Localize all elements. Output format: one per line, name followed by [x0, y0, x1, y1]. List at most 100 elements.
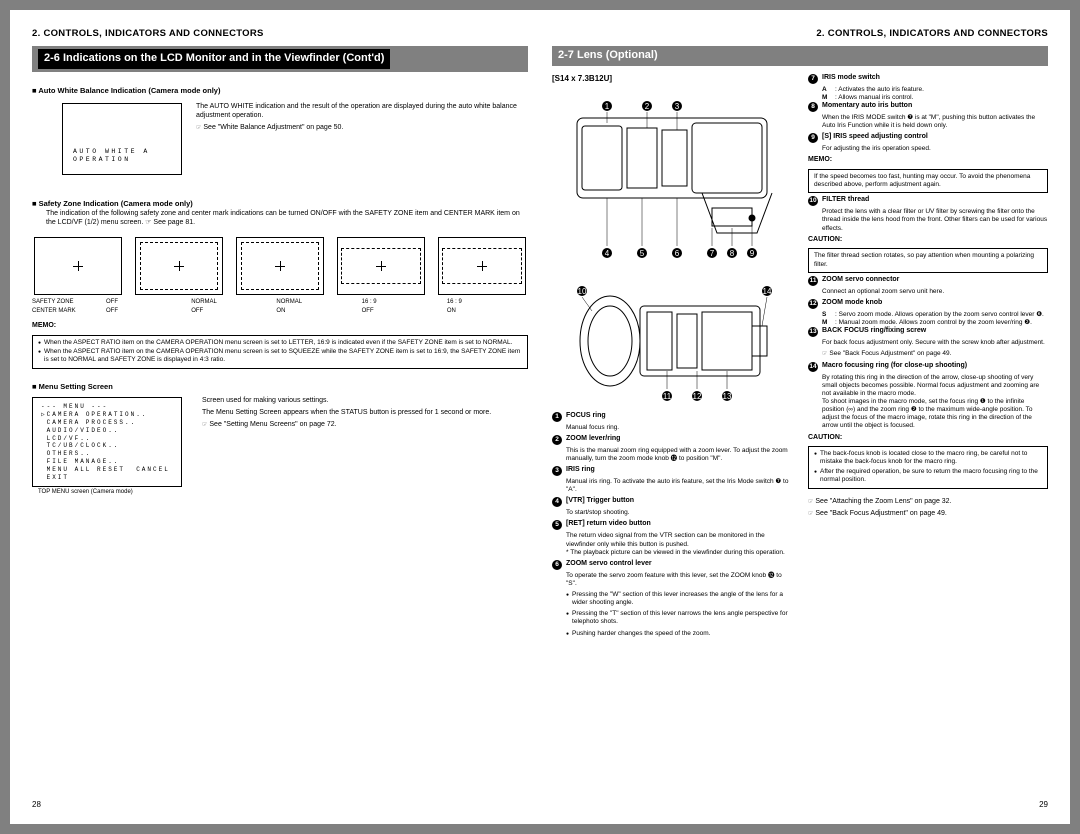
- memo-item-2: When the ASPECT RATIO item on the CAMERA…: [38, 348, 522, 364]
- svg-text:10: 10: [578, 287, 587, 296]
- ref-back-focus: See "Back Focus Adjustment" on page 49.: [808, 510, 1048, 519]
- callout-11: 11: [808, 276, 818, 286]
- memo-item-1: When the ASPECT RATIO item on the CAMERA…: [38, 339, 522, 347]
- sz-box-2: [135, 237, 223, 295]
- page-number-28: 28: [32, 794, 528, 810]
- caution-box-2: The back-focus knob is located close to …: [808, 446, 1048, 489]
- feature-13: 13 BACK FOCUS ring/fixing screw: [808, 327, 1048, 337]
- lens-front-view-diagram: 10 14 11 12 13: [552, 276, 792, 406]
- feature-6: 6 ZOOM servo control lever: [552, 560, 792, 570]
- sz-heading: ■ Safety Zone Indication (Camera mode on…: [32, 199, 528, 208]
- feature-desc: For back focus adjustment only. Secure w…: [822, 339, 1048, 347]
- sz-box-4: [337, 237, 425, 295]
- feature-title: IRIS mode switch: [822, 74, 880, 84]
- awb-ref: See "White Balance Adjustment" on page 5…: [196, 124, 528, 133]
- callout-6: 6: [552, 560, 562, 570]
- sz-box-1: [34, 237, 122, 295]
- feature-9: 9 [S] IRIS speed adjusting control: [808, 133, 1048, 143]
- page-number-29: 29: [552, 794, 1048, 810]
- callout-1: 1: [552, 412, 562, 422]
- svg-text:1: 1: [605, 102, 610, 111]
- svg-text:12: 12: [693, 392, 702, 401]
- svg-text:5: 5: [640, 249, 645, 258]
- feature-desc: When the IRIS MODE switch ❼ is at "M", p…: [822, 114, 1048, 130]
- feature-title: ZOOM lever/ring: [566, 435, 620, 445]
- page-29: 2. CONTROLS, INDICATORS AND CONNECTORS 2…: [552, 28, 1048, 810]
- menu-lcd-box: --- MENU --- ▷CAMERA OPERATION.. CAMERA …: [32, 397, 182, 487]
- sz-box-5: [438, 237, 526, 295]
- feature-title: ZOOM mode knob: [822, 299, 882, 309]
- feature-title: FILTER thread: [822, 196, 869, 206]
- lcd-line-2: OPERATION: [73, 156, 171, 164]
- right-col-right: 7IRIS mode switchA: Activates the auto i…: [808, 74, 1048, 794]
- lcd-line-1: AUTO WHITE A: [73, 148, 171, 156]
- memo-box: When the ASPECT RATIO item on the CAMERA…: [32, 335, 528, 369]
- svg-text:6: 6: [675, 249, 680, 258]
- right-col-left: [S14 x 7.3B12U]: [552, 74, 792, 794]
- feature-desc: To start/stop shooting.: [566, 509, 792, 517]
- feature-10: 10 FILTER thread: [808, 196, 1048, 206]
- feature-desc: Manual iris ring. To activate the auto i…: [566, 478, 792, 494]
- callout-4: 4: [552, 497, 562, 507]
- memo-label: MEMO:: [32, 322, 528, 331]
- svg-text:7: 7: [710, 249, 715, 258]
- safety-zone-diagrams: [32, 237, 528, 295]
- section-text: Indications on the LCD Monitor and in th…: [63, 52, 384, 64]
- feature-1: 1 FOCUS ring: [552, 412, 792, 422]
- callout-9: 9: [808, 133, 818, 143]
- svg-text:2: 2: [645, 102, 650, 111]
- svg-text:3: 3: [675, 102, 680, 111]
- feature-title: [S] IRIS speed adjusting control: [822, 133, 928, 143]
- feature-8: 8Momentary auto iris button: [808, 102, 1048, 112]
- feature-desc: Protect the lens with a clear filter or …: [822, 208, 1048, 232]
- feature-desc: By rotating this ring in the direction o…: [822, 374, 1048, 431]
- callout-10: 10: [808, 196, 818, 206]
- chapter-header-left: 2. CONTROLS, INDICATORS AND CONNECTORS: [32, 28, 528, 40]
- section-num: 2-6: [44, 52, 60, 64]
- feature-11: 11ZOOM servo connector: [808, 276, 1048, 286]
- feature-7: 7 IRIS mode switch: [808, 74, 1048, 84]
- menu-heading: ■ Menu Setting Screen: [32, 382, 528, 391]
- awb-paragraph: The AUTO WHITE indication and the result…: [196, 103, 528, 121]
- awb-lcd-preview: AUTO WHITE A OPERATION: [62, 103, 182, 175]
- feature-title: [VTR] Trigger button: [566, 497, 634, 507]
- callout-7: 7: [808, 74, 818, 84]
- page-28: 2. CONTROLS, INDICATORS AND CONNECTORS 2…: [32, 28, 528, 810]
- sz-value-row-1: SAFETY ZONE OFF NORMAL NORMAL 16 : 9 16 …: [32, 299, 528, 307]
- callout-3: 3: [552, 466, 562, 476]
- section-2-7-title: 2-7 Lens (Optional): [552, 46, 1048, 66]
- caution-label-2: CAUTION:: [808, 434, 1048, 443]
- lens-top-view-diagram: 3 2 1 4 5 6 7 8 9: [552, 88, 792, 268]
- svg-text:14: 14: [763, 287, 772, 296]
- feature-14: 14 Macro focusing ring (for close-up shoo…: [808, 362, 1048, 372]
- caution-label-1: CAUTION:: [808, 236, 1048, 245]
- section-text: Lens (Optional): [577, 49, 658, 61]
- menu-desc-1: Screen used for making various settings.: [202, 397, 528, 406]
- svg-text:13: 13: [723, 392, 732, 401]
- memo-box-r: If the speed becomes too fast, hunting m…: [808, 169, 1048, 193]
- feature-desc: Connect an optional zoom servo unit here…: [822, 288, 1048, 296]
- sz-paragraph: The indication of the following safety z…: [46, 210, 528, 228]
- awb-heading: ■ Auto White Balance Indication (Camera …: [32, 86, 528, 95]
- callout-5: 5: [552, 520, 562, 530]
- feature-4: 4 [VTR] Trigger button: [552, 497, 792, 507]
- section-num: 2-7: [558, 49, 574, 61]
- callout-8: 8: [808, 102, 818, 112]
- callout-13: 13: [808, 327, 818, 337]
- feature-title: ZOOM servo control lever: [566, 560, 652, 570]
- feature-title: FOCUS ring: [566, 412, 606, 422]
- callout-14: 14: [808, 362, 818, 372]
- feature-2: 2ZOOM lever/ring: [552, 435, 792, 445]
- menu-caption: TOP MENU screen (Camera mode): [38, 489, 182, 497]
- svg-text:4: 4: [605, 249, 610, 258]
- feature-title: [RET] return video button: [566, 520, 651, 530]
- feature-desc: Manual focus ring.: [566, 424, 792, 432]
- manual-spread: 2. CONTROLS, INDICATORS AND CONNECTORS 2…: [10, 10, 1070, 824]
- feature-12: 12ZOOM mode knob: [808, 299, 1048, 309]
- feature-title: Macro focusing ring (for close-up shooti…: [822, 362, 967, 372]
- lens-model: [S14 x 7.3B12U]: [552, 74, 792, 84]
- caution-box-1: The filter thread section rotates, so pa…: [808, 248, 1048, 272]
- feature-3: 3IRIS ring: [552, 466, 792, 476]
- feature-title: BACK FOCUS ring/fixing screw: [822, 327, 926, 337]
- svg-text:11: 11: [663, 392, 672, 401]
